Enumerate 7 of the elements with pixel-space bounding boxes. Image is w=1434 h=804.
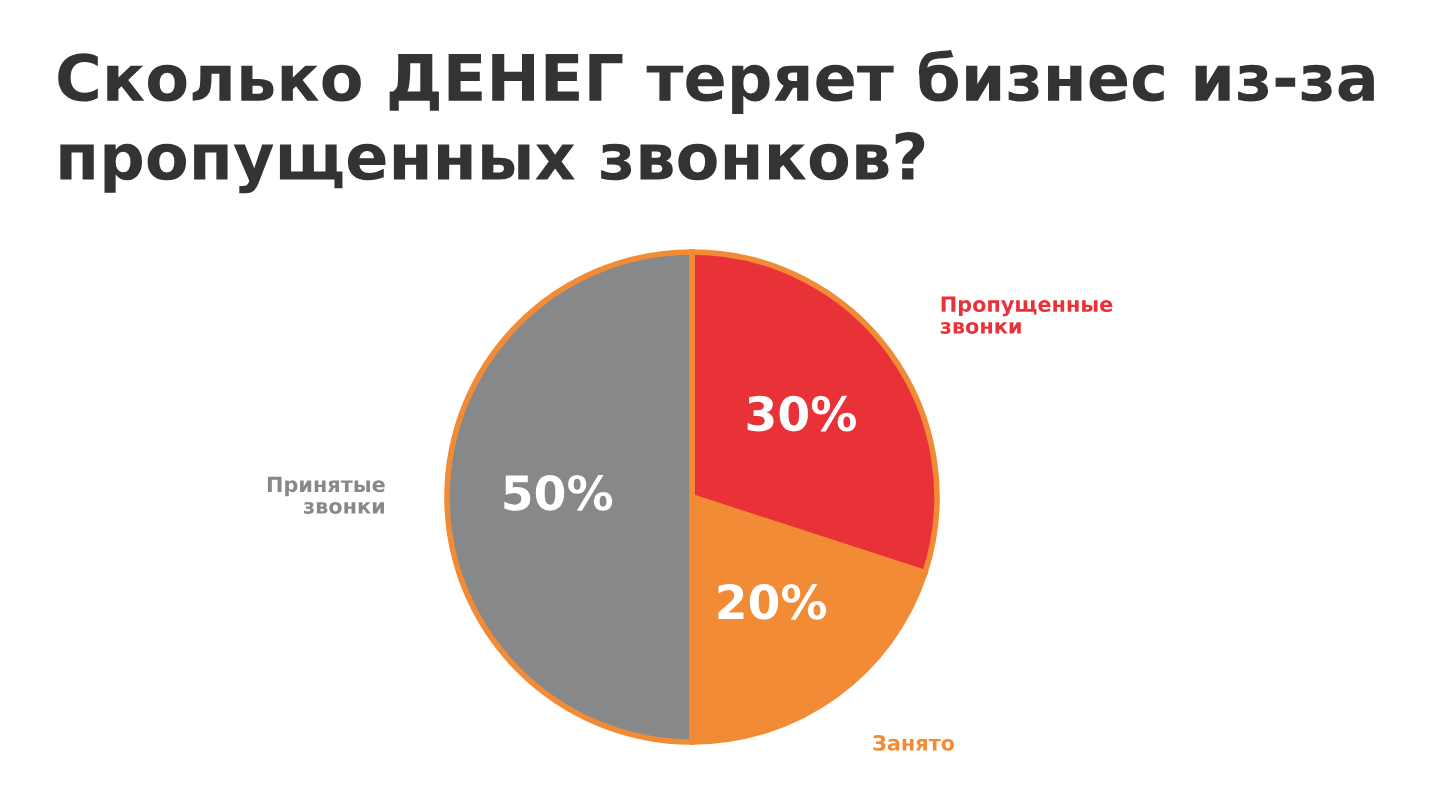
slice-label: Пропущенные звонки: [940, 296, 1113, 334]
data-label: 50%: [504, 474, 613, 511]
data-label: 20%: [718, 584, 827, 620]
slice-label: Принятые звонки: [267, 476, 385, 514]
slice-label: Занято: [873, 735, 955, 751]
chart-title: Сколько ДЕНЕГ теряет бизнес из-за пропущенных звонков?: [58, 50, 1374, 194]
data-label: 30%: [747, 395, 857, 432]
